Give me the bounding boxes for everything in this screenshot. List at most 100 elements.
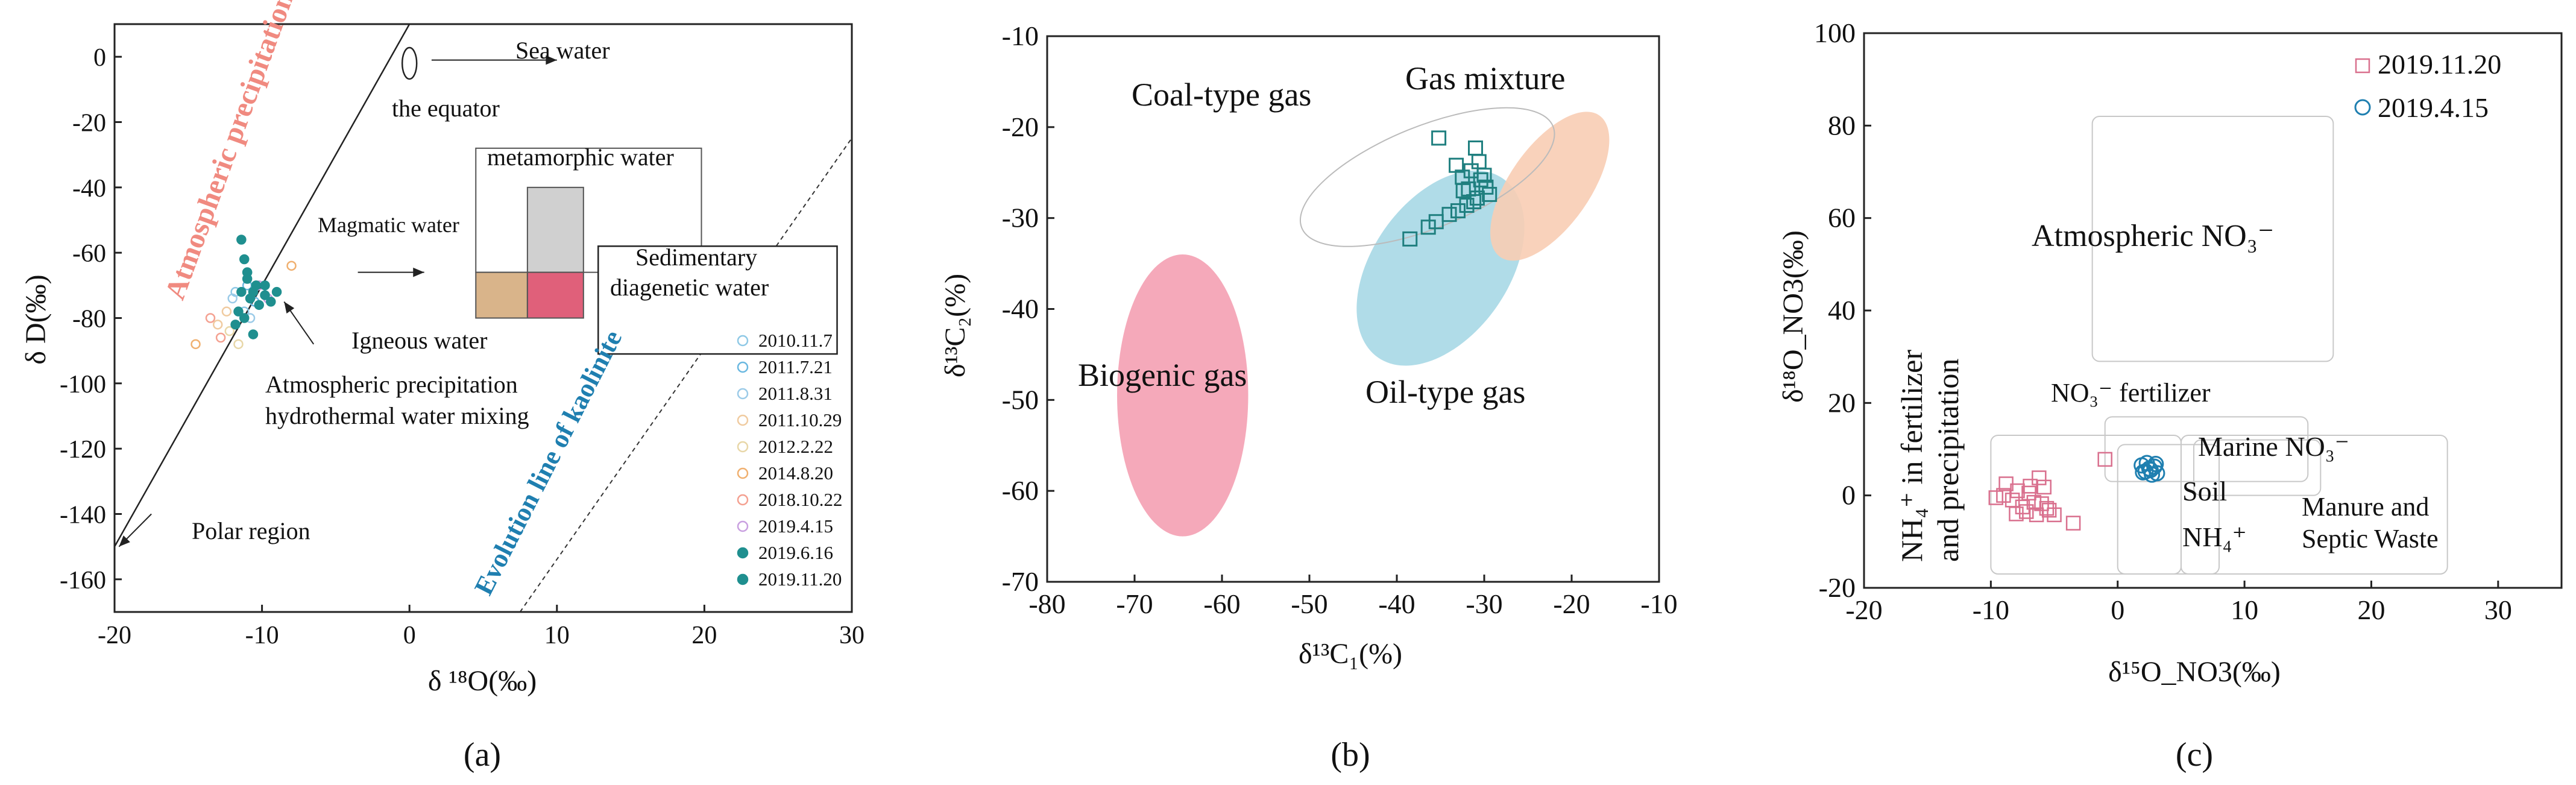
point-2019-11-20 [2065, 515, 2081, 531]
a-label-atm-precip: Atmospheric precipitation [159, 0, 300, 304]
x-tick-label: -20 [1845, 594, 1882, 625]
sample-point [1455, 183, 1471, 198]
c-label-no3-fert: NO₃⁻ fertilizer [2051, 378, 2211, 408]
x-tick-label: -10 [1973, 594, 2009, 625]
magmatic-arrow-head [413, 267, 424, 277]
panel-b-plot-area [1117, 107, 1610, 537]
panel-a-plot-area [115, 24, 852, 612]
legend-label: 2019.11.20 [2378, 49, 2501, 80]
y-tick-label: -140 [60, 502, 106, 529]
point-2012.2.22 [233, 339, 244, 350]
point-2019.11.20 [239, 254, 250, 265]
y-tick-label: -20 [1819, 572, 1856, 603]
igneous-magmatic-overlap-box [526, 271, 584, 319]
y-tick-label: -120 [60, 436, 106, 464]
c-ylabel: δ¹⁸O_NO3(‰) [1777, 230, 1809, 403]
point-2019-11-20 [1988, 490, 2004, 505]
point-2019.11.20 [236, 286, 247, 297]
b-label-coal: Coal-type gas [1132, 77, 1311, 113]
region-marine-no3- [2193, 439, 2322, 496]
sample-point [1420, 219, 1436, 235]
legend-marker-2019.4.15 [737, 520, 749, 532]
sample-point [1431, 130, 1447, 146]
legend-marker-2014.8.20 [737, 467, 749, 479]
y-tick-label: 20 [1828, 387, 1856, 418]
legend-marker-2011.10.29 [737, 414, 749, 426]
y-tick-label: -30 [1002, 203, 1039, 233]
b-label-biogenic: Biogenic gas [1078, 357, 1247, 393]
y-tick-label: -80 [72, 306, 106, 333]
panel-label-b: (b) [1331, 736, 1370, 774]
point-2019-11-20 [2097, 452, 2112, 467]
a-label-metamorphic: metamorphic water [487, 143, 674, 171]
legend-label: 2019.6.16 [758, 542, 833, 563]
x-tick-label: -70 [1116, 588, 1153, 619]
x-tick-label: 10 [2231, 594, 2258, 625]
b-label-oil: Oil-type gas [1365, 374, 1525, 410]
b-label-mixture: Gas mixture [1405, 60, 1565, 96]
sample-point [1463, 163, 1479, 178]
a-label-polar: Polar region [192, 517, 310, 544]
point-2019.11.20 [230, 320, 241, 330]
sample-point [1473, 172, 1488, 188]
y-tick-label: -20 [72, 110, 106, 137]
y-tick-label: -160 [60, 567, 106, 594]
y-tick-label: 60 [1828, 203, 1856, 233]
point-2019.11.20 [245, 293, 256, 304]
sample-point [1428, 214, 1444, 230]
x-tick-label: -80 [1028, 588, 1065, 619]
point-2014.8.20 [191, 339, 201, 350]
point-2011.10.29 [221, 306, 232, 317]
point-2019-11-20 [2039, 500, 2055, 516]
panel-label-a: (a) [464, 736, 501, 774]
c-xlabel: δ¹⁵O_NO3(‰) [2108, 656, 2281, 688]
legend-marker-2010.11.7 [737, 335, 749, 347]
mixing-arrow-head [284, 301, 295, 314]
panel-c-plot-area [1988, 116, 2448, 575]
y-tick-label: -40 [72, 175, 106, 203]
y-tick-label: 80 [1828, 110, 1856, 140]
point-2019.11.20 [260, 290, 270, 300]
a-label-sea-water: Sea water [515, 37, 610, 64]
y-tick-label: -60 [72, 240, 106, 268]
region-gas-mixture [1490, 112, 1610, 261]
a-label-diagenetic: diagenetic water [610, 274, 769, 301]
sea-water-ellipse [401, 46, 418, 80]
region-atmospheric-no3- [2091, 116, 2334, 362]
region-manure-and-septic-waste [2180, 435, 2448, 575]
x-tick-label: -20 [1553, 588, 1590, 619]
sedimentary-diagenetic-box [597, 245, 838, 355]
y-tick-label: -70 [1002, 566, 1039, 597]
legend-marker-2011.8.31 [737, 388, 749, 400]
y-tick-label: -50 [1002, 384, 1039, 415]
c-label-atm-no3: Atmospheric NO₃⁻ [2032, 219, 2274, 253]
point-2019.11.20 [242, 267, 253, 277]
legend-label: 2012.2.22 [758, 436, 833, 457]
legend-marker-2012.2.22 [737, 441, 749, 453]
point-2019.11.20 [236, 235, 247, 245]
y-tick-label: 0 [93, 44, 106, 72]
panel-b: -80 -70 -60 -50 -40 -30 -20 -10-10-20-30-40-50-… [939, 20, 1678, 774]
legend-marker-2019-11-20 [2355, 58, 2370, 74]
a-ylabel: δ D(‰) [20, 274, 52, 364]
igneous-water-box [475, 271, 528, 319]
legend-label: 2010.11.7 [758, 330, 833, 351]
x-tick-label: 20 [691, 622, 717, 649]
sample-point [1482, 186, 1497, 202]
sample-point [1468, 140, 1483, 156]
panel-b-ticks: -80 -70 -60 -50 -40 -30 -20 -10-10-20-30-40-50-… [1002, 20, 1678, 619]
point-2019.11.20 [239, 313, 250, 323]
x-tick-label: -10 [1640, 588, 1677, 619]
point-2019-11-20 [2034, 496, 2049, 511]
point-2019.6.16 [260, 280, 270, 291]
x-tick-label: -30 [1466, 588, 1502, 619]
y-tick-label: 0 [1842, 480, 1856, 511]
a-label-magmatic: Magmatic water [318, 213, 459, 237]
legend-marker-2018.10.22 [737, 494, 749, 506]
a-label-mixing-2: hydrothermal water mixing [265, 402, 529, 429]
region-soil-nh4- [2117, 444, 2220, 575]
point-2019-11-20 [2009, 506, 2024, 522]
sample-point [1466, 194, 1482, 210]
region-oil-type-gas [1356, 170, 1525, 366]
x-tick-label: -60 [1203, 588, 1240, 619]
